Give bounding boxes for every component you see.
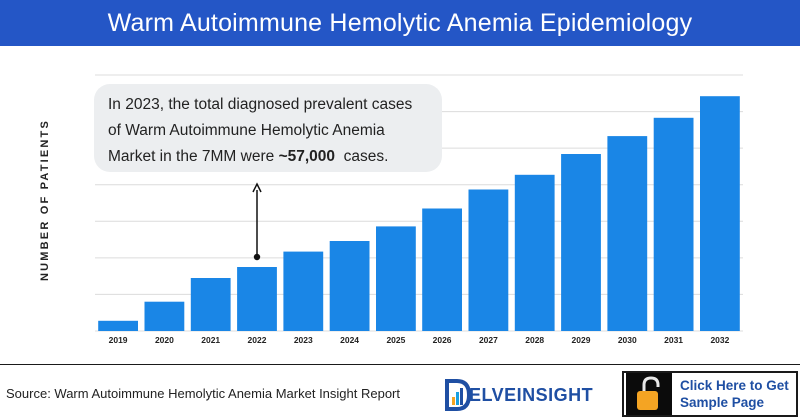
chart-title-banner: Warm Autoimmune Hemolytic Anemia Epidemi…: [0, 0, 800, 46]
bar-2021: [190, 278, 231, 331]
x-tick-label-2025: 2025: [386, 335, 405, 345]
callout-line-3-prefix: Market in the 7MM were: [108, 148, 279, 165]
bar-chart: 2019 2020 2021 2022 2023 2024 2025 2026 2027 2028…: [95, 74, 743, 345]
callout-line-3-suffix: cases.: [335, 148, 389, 165]
x-tick-label-2026: 2026: [433, 335, 452, 345]
bar-2022: [237, 267, 277, 331]
sample-line-2: Sample Page: [680, 395, 765, 410]
bar-2023: [283, 251, 324, 331]
lock-icon-box: [626, 373, 672, 415]
bar-2025: [376, 226, 416, 331]
open-padlock-icon: [637, 376, 660, 410]
bar-2020: [144, 301, 185, 331]
callout-pointer-dot: [253, 253, 261, 261]
bar-2032: [700, 96, 740, 331]
x-tick-label-2031: 2031: [664, 335, 683, 345]
callout-line-2: of Warm Autoimmune Hemolytic Anemia: [108, 122, 385, 139]
bar-2024: [329, 241, 370, 331]
logo-text: ELVEINSIGHT: [469, 384, 594, 405]
x-tick-label-2030: 2030: [618, 335, 637, 345]
delveinsight-logo[interactable]: ELVEINSIGHT: [443, 375, 593, 415]
callout-highlight-value: ~57,000: [278, 148, 336, 165]
bar-2028: [514, 174, 555, 331]
get-sample-page-button[interactable]: Click Here to Get Sample Page: [622, 371, 798, 417]
x-tick-label-2024: 2024: [340, 335, 359, 345]
x-tick-label-2022: 2022: [248, 335, 267, 345]
sample-button-text: Click Here to Get Sample Page: [680, 377, 789, 411]
x-tick-label-2020: 2020: [155, 335, 174, 345]
bar-2019: [98, 320, 138, 331]
source-note: Source: Warm Autoimmune Hemolytic Anemia…: [6, 386, 400, 401]
bar-2031: [653, 117, 694, 331]
x-tick-label-2028: 2028: [525, 335, 544, 345]
bar-2029: [561, 154, 601, 331]
bar-2026: [422, 208, 462, 331]
callout-line-1: In 2023, the total diagnosed prevalent c…: [108, 96, 413, 113]
bar-2027: [468, 189, 509, 331]
x-tick-label-2021: 2021: [201, 335, 220, 345]
x-tick-label-2023: 2023: [294, 335, 313, 345]
callout-box: In 2023, the total diagnosed prevalent c…: [94, 84, 442, 172]
delveinsight-logo-icon: [445, 379, 472, 411]
x-tick-label-2027: 2027: [479, 335, 498, 345]
x-tick-label-2029: 2029: [572, 335, 591, 345]
footer-divider: [0, 364, 800, 365]
x-tick-label-2032: 2032: [710, 335, 729, 345]
callout-pointer-arrowhead: [252, 182, 262, 193]
chart-title: Warm Autoimmune Hemolytic Anemia Epidemi…: [107, 8, 693, 37]
bar-2030: [607, 136, 648, 331]
sample-line-1: Click Here to Get: [680, 378, 789, 393]
x-tick-label-2019: 2019: [109, 335, 128, 345]
